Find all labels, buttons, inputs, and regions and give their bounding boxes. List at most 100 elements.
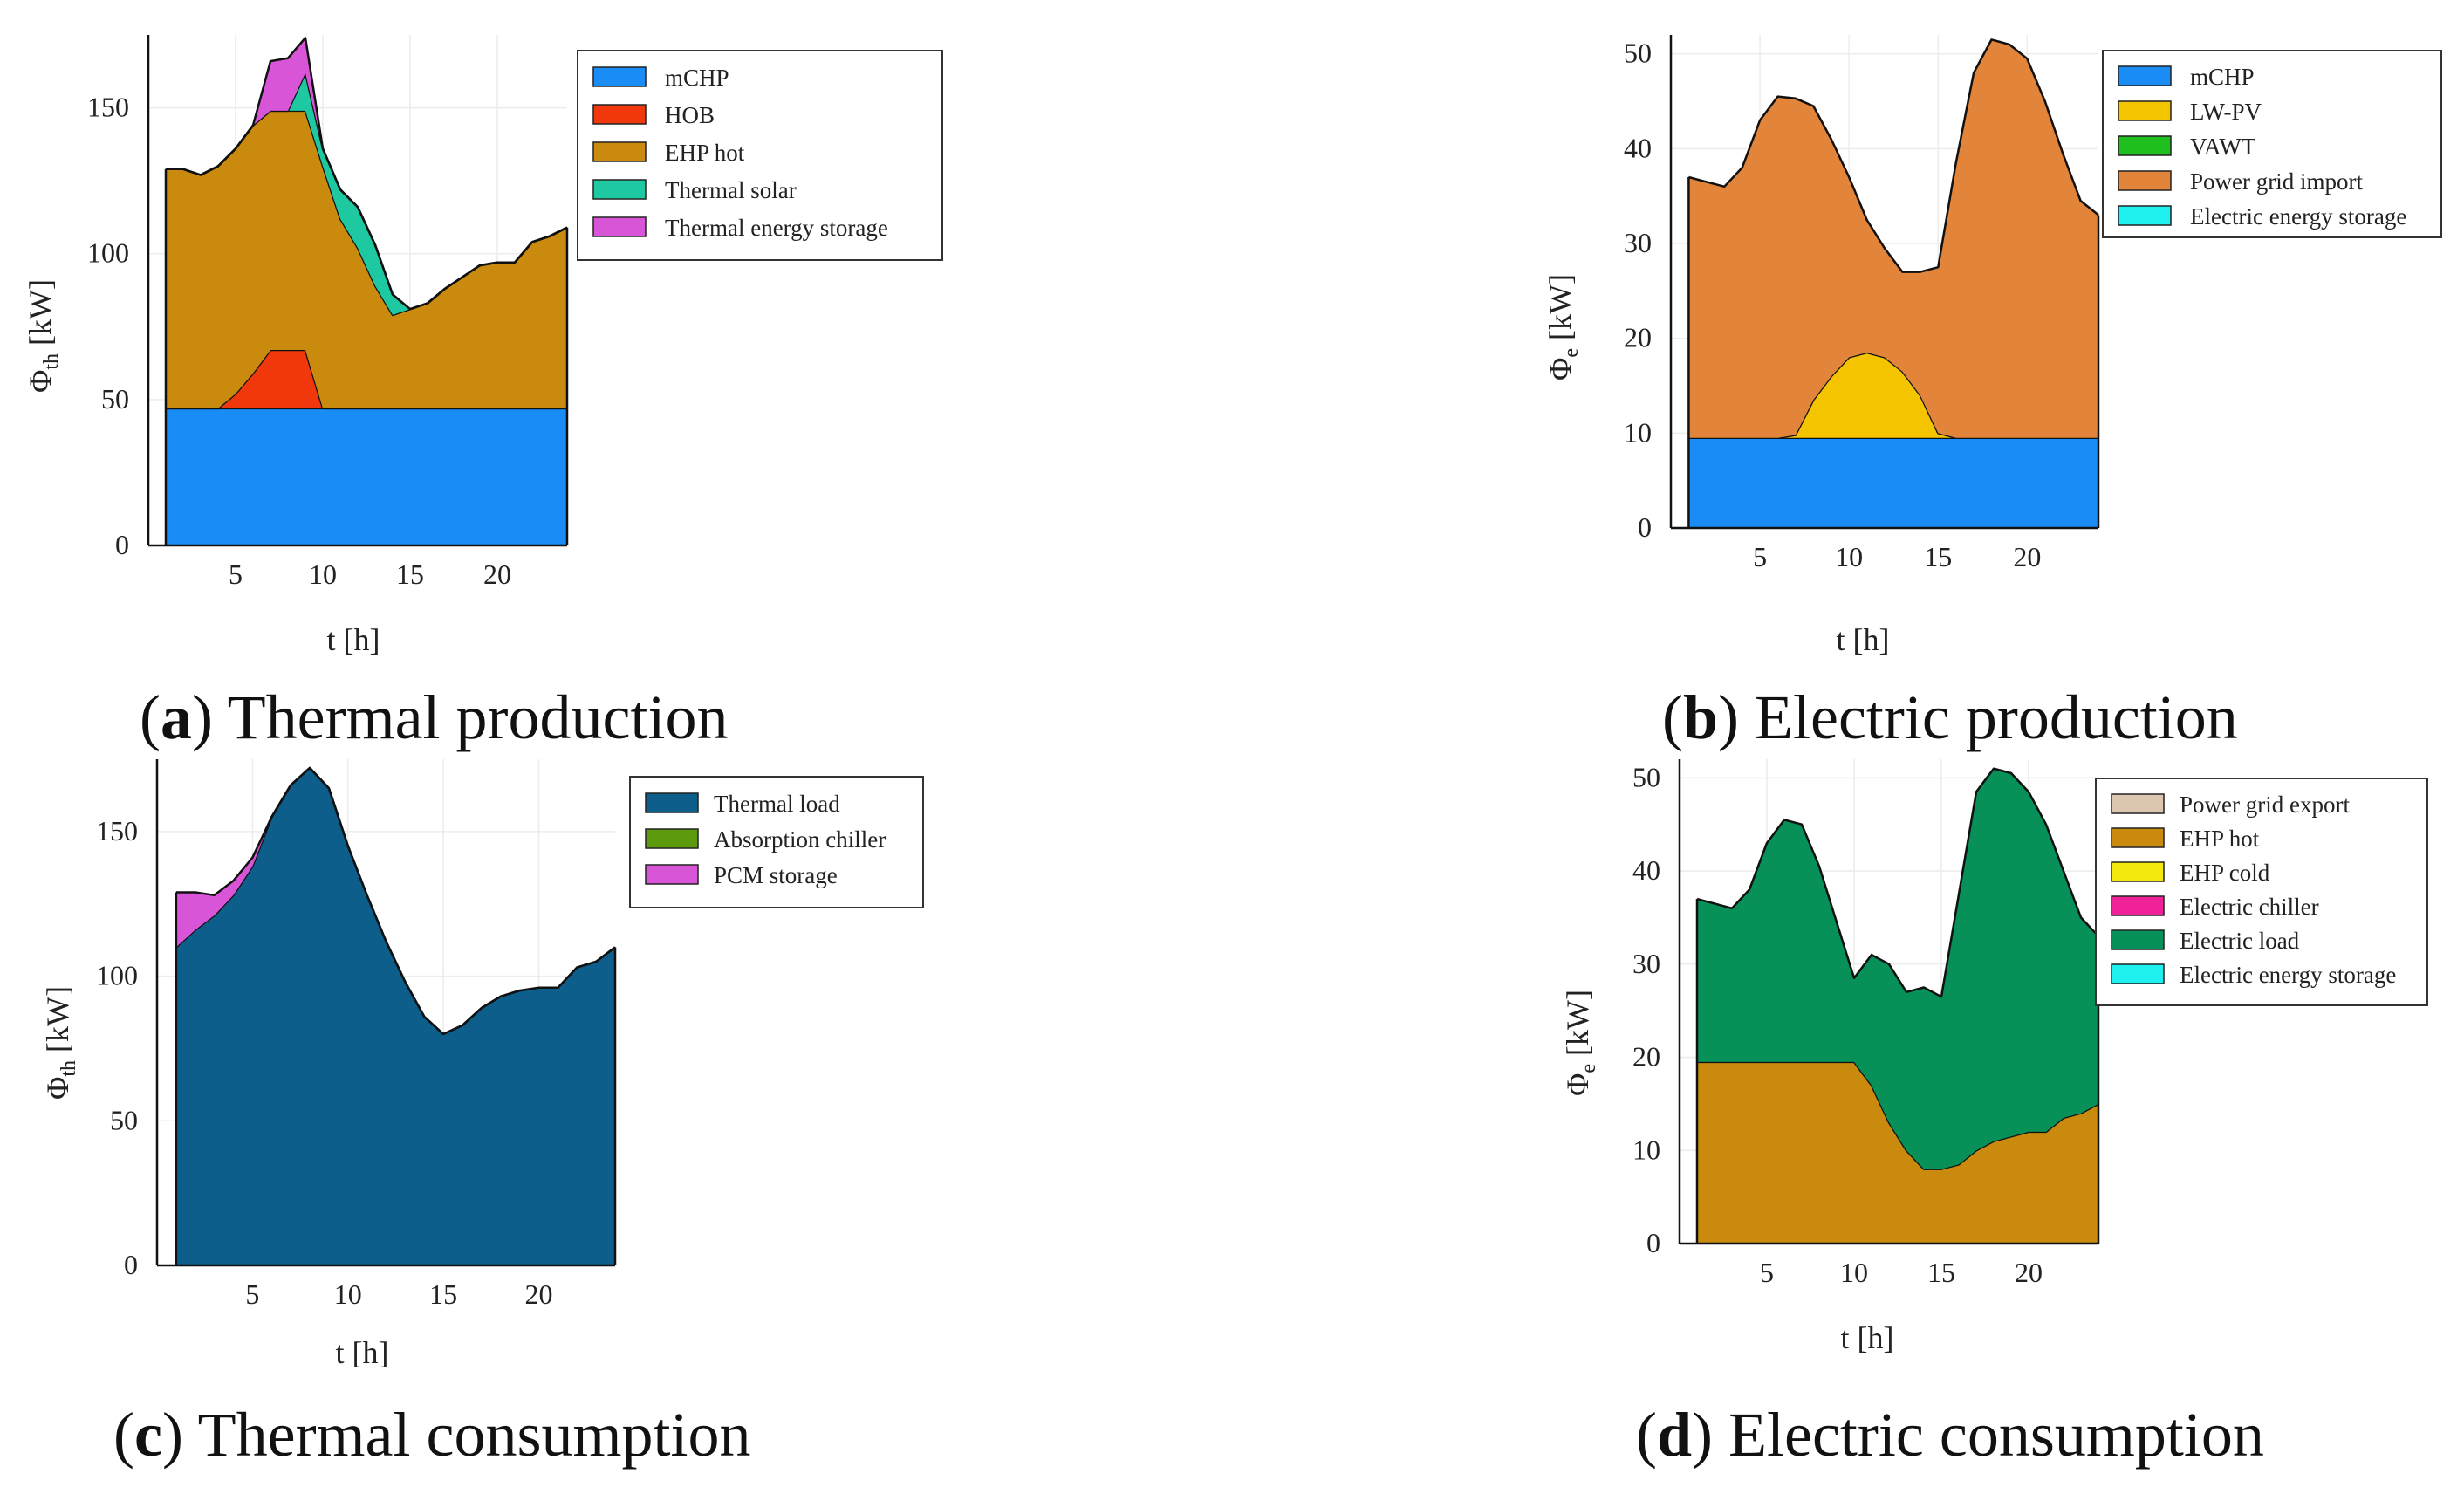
legend-label: EHP cold	[2180, 860, 2270, 886]
area-power-grid-import	[1688, 39, 2098, 438]
area-ehp-hot	[166, 110, 567, 408]
legend-item: Electric energy storage	[2111, 962, 2396, 988]
legend-item: Electric load	[2111, 928, 2300, 954]
panel-d-ylabel: Φe [kW]	[1560, 990, 1600, 1096]
area-outline	[1688, 38, 2099, 273]
y-tick-label: 10	[1632, 1134, 1660, 1165]
legend-item: Thermal load	[645, 791, 840, 817]
y-tick-label: 50	[110, 1104, 138, 1135]
panel-a: 5 10 15 20 0 50 100 150 t [h] Φth [kW] mCHP HOB…	[23, 35, 943, 752]
legend-label: PCM storage	[714, 862, 838, 888]
panel-c-plot: 5 10 15 20 0 50 100 150	[96, 759, 617, 1310]
legend-swatch	[2111, 963, 2165, 984]
x-tick-label: 10	[1840, 1257, 1868, 1288]
y-tick-label: 100	[87, 237, 129, 269]
y-tick-label: 0	[115, 529, 129, 560]
legend-swatch	[645, 864, 699, 885]
legend-label: Thermal energy storage	[665, 215, 888, 241]
legend-swatch	[592, 66, 647, 87]
legend-item: Thermal solar	[592, 177, 797, 203]
y-tick-label: 0	[1646, 1227, 1660, 1258]
legend-item: Absorption chiller	[645, 826, 886, 853]
legend-swatch	[645, 828, 699, 849]
legend-item: Electric energy storage	[2118, 203, 2406, 230]
legend-item: EHP hot	[592, 140, 745, 166]
legend-swatch	[2118, 205, 2172, 226]
legend-label: Thermal load	[714, 791, 840, 817]
y-tick-label: 150	[87, 92, 129, 123]
legend-label: Thermal solar	[665, 177, 797, 203]
legend-label: EHP hot	[2180, 826, 2260, 852]
y-tick-label: 10	[1624, 416, 1652, 448]
legend-item: PCM storage	[645, 862, 838, 888]
legend-item: Power grid import	[2118, 168, 2363, 195]
y-tick-label: 20	[1632, 1041, 1660, 1073]
panel-a-xlabel: t [h]	[327, 622, 380, 657]
panel-d-plot: 5 10 15 20 0 10 20 30 40 50	[1632, 759, 2100, 1288]
panel-c-xlabel: t [h]	[336, 1335, 389, 1370]
legend-label: mCHP	[665, 65, 729, 91]
legend-swatch	[592, 104, 647, 125]
area-outline	[175, 766, 616, 1036]
legend-label: Electric chiller	[2180, 894, 2319, 920]
panel-a-caption: (a) Thermal production	[140, 682, 729, 752]
legend-item: EHP cold	[2111, 860, 2270, 886]
panel-b-ylabel: Φe [kW]	[1543, 274, 1583, 380]
area-mchp	[166, 408, 567, 545]
area-hob	[166, 350, 567, 408]
y-tick-label: 0	[1638, 511, 1652, 543]
panel-b-legend: mCHP LW-PV VAWT Power grid import Electr…	[2102, 50, 2442, 238]
legend-swatch	[2118, 100, 2172, 121]
legend-item: mCHP	[2118, 64, 2255, 90]
x-tick-label: 5	[1753, 541, 1767, 572]
y-tick-label: 20	[1624, 322, 1652, 353]
y-tick-label: 30	[1624, 227, 1652, 258]
x-tick-label: 5	[245, 1278, 259, 1310]
area-outline	[166, 37, 568, 311]
y-tick-label: 50	[1624, 38, 1652, 69]
y-tick-label: 30	[1632, 948, 1660, 979]
x-tick-label: 5	[1760, 1257, 1774, 1288]
legend-swatch	[2111, 861, 2165, 882]
panel-c: 5 10 15 20 0 50 100 150 t [h] Φth [kW] Thermal …	[40, 759, 924, 1470]
legend-label: EHP hot	[665, 140, 745, 166]
x-tick-label: 15	[1924, 541, 1952, 572]
x-tick-label: 10	[309, 559, 337, 590]
x-tick-label: 20	[525, 1278, 553, 1310]
panel-b-xlabel: t [h]	[1837, 622, 1890, 657]
area-mchp	[1688, 437, 2098, 528]
legend-swatch	[2111, 793, 2165, 814]
legend-swatch	[645, 792, 699, 813]
panel-b-caption: (b) Electric production	[1662, 682, 2238, 752]
y-tick-label: 50	[101, 383, 129, 415]
legend-swatch	[2111, 827, 2165, 848]
area-lw-pv	[1688, 353, 2098, 438]
legend-swatch	[2118, 65, 2172, 86]
panel-d: 5 10 15 20 0 10 20 30 40 50 t [h] Φe [kW] Power g…	[1560, 759, 2428, 1470]
panel-c-caption: (c) Thermal consumption	[113, 1400, 751, 1470]
legend-item: EHP hot	[2111, 826, 2260, 852]
legend-item: LW-PV	[2118, 99, 2262, 125]
legend-label: Absorption chiller	[714, 826, 886, 853]
x-tick-label: 15	[429, 1278, 457, 1310]
legend-item: VAWT	[2118, 134, 2256, 160]
legend-item: Power grid export	[2111, 792, 2350, 818]
panel-b: 5 10 15 20 0 10 20 30 40 50 t [h] Φe [kW] mCHP LW…	[1543, 35, 2442, 752]
legend-swatch	[2118, 170, 2172, 191]
legend-label: VAWT	[2190, 134, 2256, 160]
legend-swatch	[592, 179, 647, 200]
panel-a-ylabel: Φth [kW]	[23, 279, 63, 393]
legend-item: Thermal energy storage	[592, 215, 888, 241]
legend-swatch	[2111, 895, 2165, 916]
x-tick-label: 10	[334, 1278, 362, 1310]
x-tick-label: 5	[229, 559, 243, 590]
panel-a-plot: 5 10 15 20 0 50 100 150	[87, 35, 569, 590]
area-ehp-hot	[1697, 1061, 2098, 1244]
legend-label: mCHP	[2190, 64, 2255, 90]
x-tick-label: 15	[1927, 1257, 1955, 1288]
panel-d-caption: (d) Electric consumption	[1636, 1400, 2264, 1470]
y-tick-label: 0	[124, 1249, 138, 1280]
area-electric-load	[1697, 768, 2098, 1169]
legend-label: HOB	[665, 102, 715, 128]
panel-c-legend: Thermal load Absorption chiller PCM stor…	[629, 776, 924, 908]
